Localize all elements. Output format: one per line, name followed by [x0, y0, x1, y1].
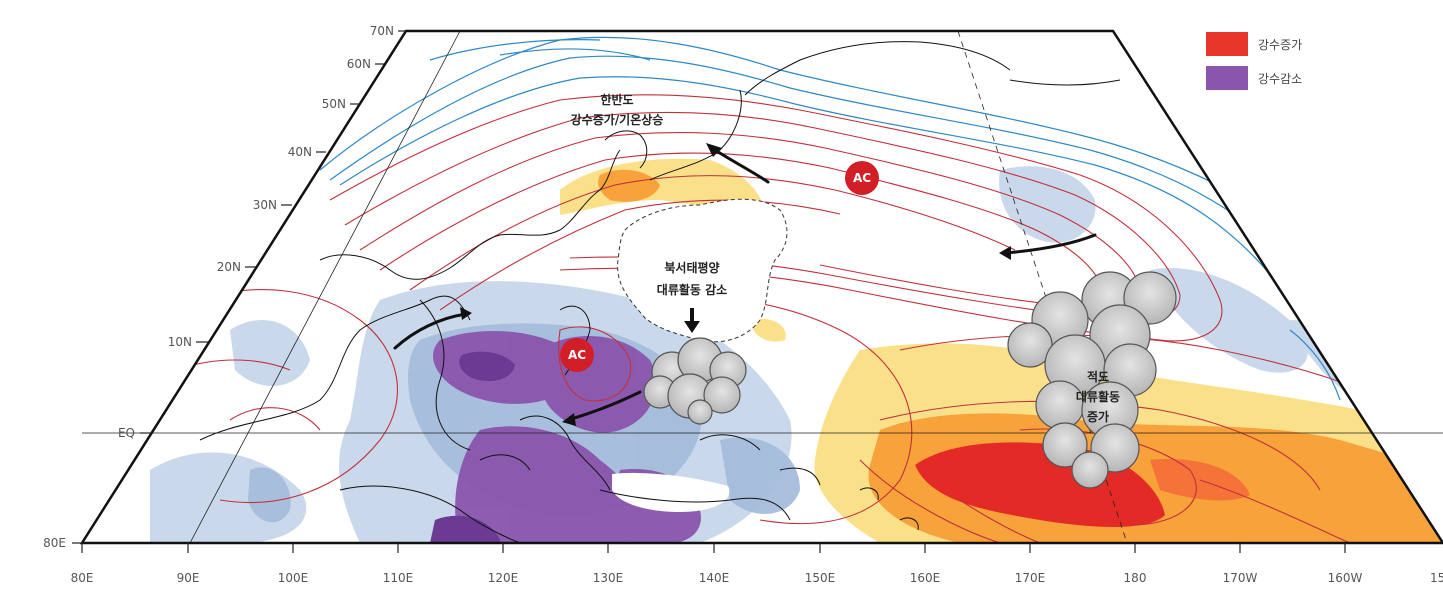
- precip-shading: [150, 158, 1443, 543]
- annotation-korea-line2: 강수증가/기온상승: [571, 112, 664, 127]
- lon-label-170w: 170W: [1223, 571, 1258, 585]
- longitude-labels: 80E 90E 100E 110E 120E 130E 140E 150E 16…: [71, 571, 1443, 585]
- map-frame: [79, 29, 1443, 545]
- graticule: [82, 30, 1443, 544]
- longitude-ticks: [81, 543, 1346, 553]
- legend: 강수증가 강수감소: [1206, 32, 1302, 90]
- annotation-korea-line1: 한반도: [600, 92, 633, 107]
- lon-label-130e: 130E: [593, 571, 624, 585]
- lat-label-20n: 20N: [217, 260, 241, 274]
- down-arrow-icon: [684, 308, 700, 333]
- annotation-nwp-line1: 북서태평양: [664, 260, 719, 275]
- arrow-north-pacific: [1003, 233, 1097, 255]
- latitude-ticks: [72, 30, 406, 544]
- lat-label-70n: 70N: [370, 24, 394, 38]
- lon-label-140e: 140E: [699, 571, 730, 585]
- arrow-south-china-sea: [393, 312, 468, 350]
- lon-label-120e: 120E: [488, 571, 519, 585]
- lon-label-150e: 150E: [805, 571, 836, 585]
- lon-label-90e: 90E: [177, 571, 200, 585]
- nwp-region-outline: [617, 198, 788, 343]
- arrowhead-north-pacific: [999, 246, 1011, 260]
- lat-label-eq: EQ: [118, 426, 135, 440]
- arrow-philippines: [566, 390, 642, 422]
- lon-label-180: 180: [1124, 571, 1147, 585]
- annotation-korea: 한반도 강수증가/기온상승: [571, 92, 664, 127]
- lat-label-bottom: 80E: [43, 536, 66, 550]
- lon-label-160w: 160W: [1328, 571, 1363, 585]
- legend-label-increase: 강수증가: [1258, 38, 1302, 52]
- annotation-eq-line3: 증가: [1087, 409, 1109, 424]
- arrowhead-korea: [706, 143, 722, 157]
- arrowhead-south-china-sea: [460, 307, 472, 320]
- annotation-eq-line2: 대류활동: [1076, 389, 1120, 404]
- coastlines: [199, 41, 1121, 543]
- lat-label-30n: 30N: [253, 198, 277, 212]
- lat-label-50n: 50N: [322, 97, 346, 111]
- lat-label-40n: 40N: [288, 145, 312, 159]
- legend-label-decrease: 강수감소: [1258, 72, 1302, 86]
- latitude-labels: 70N 60N 50N 40N 30N 20N 10N EQ 80E: [43, 24, 394, 550]
- lon-label-160e: 160E: [910, 571, 941, 585]
- lon-label-80e: 80E: [71, 571, 94, 585]
- legend-swatch-decrease: [1206, 66, 1248, 90]
- arrowhead-philippines: [562, 413, 576, 426]
- lon-label-170e: 170E: [1015, 571, 1046, 585]
- annotation-nwp: 북서태평양 대류활동 감소: [657, 260, 727, 297]
- annotation-nwp-line2: 대류활동 감소: [657, 282, 727, 297]
- lat-label-10n: 10N: [168, 335, 192, 349]
- lon-label-100e: 100E: [278, 571, 309, 585]
- ac-label-philippines: AC: [568, 348, 586, 362]
- anticyclone-marker-philippines: AC: [560, 338, 594, 372]
- annotation-eq-line1: 적도: [1087, 369, 1109, 384]
- cloud-icon-nwp: [643, 337, 747, 425]
- cloud-icon-equatorial: [1007, 271, 1177, 489]
- ac-label-north-pacific: AC: [853, 171, 871, 185]
- lon-label-110e: 110E: [383, 571, 414, 585]
- lat-label-60n: 60N: [347, 57, 371, 71]
- legend-swatch-increase: [1206, 32, 1248, 56]
- annotation-equatorial: 적도 대류활동 증가: [1076, 369, 1120, 424]
- anticyclone-marker-north-pacific: AC: [845, 161, 879, 195]
- arrow-heads: [460, 143, 1011, 426]
- lon-label-150w-cut: 15: [1430, 571, 1443, 585]
